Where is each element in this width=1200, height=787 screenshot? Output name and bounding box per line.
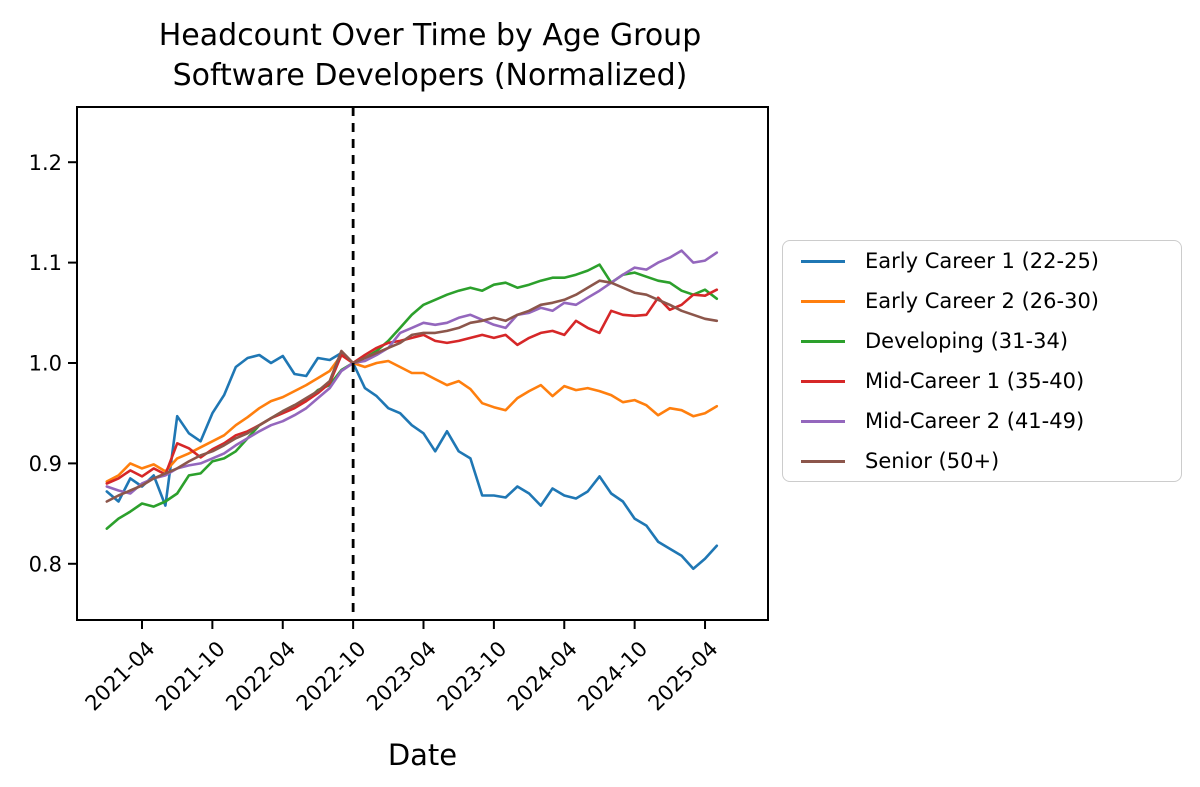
legend-item-early-career-2-26-30: Early Career 2 (26-30) [801, 281, 1163, 321]
series-line-developing-31-34 [105, 263, 719, 530]
x-tick-label: 2024-10 [573, 637, 652, 716]
legend-swatch-early-career-2-26-30 [801, 299, 845, 303]
legend-swatch-mid-career-1-35-40 [801, 379, 845, 383]
legend-swatch-senior-50 [801, 459, 845, 463]
legend-item-senior-50: Senior (50+) [801, 441, 1163, 481]
series-line-mid-career-2-41-49 [105, 249, 719, 495]
legend-label: Developing (31-34) [865, 329, 1069, 353]
y-tick-label: 1.0 [29, 352, 62, 376]
x-tick-label: 2023-10 [432, 637, 511, 716]
series-line-mid-career-1-35-40 [105, 288, 719, 485]
y-tick-label: 0.9 [29, 452, 62, 476]
plot-border [76, 106, 769, 621]
x-tick-label: 2021-10 [151, 637, 230, 716]
chart-title-line2: Software Developers (Normalized) [172, 58, 688, 93]
x-tick-label: 2022-10 [292, 637, 371, 716]
legend-swatch-mid-career-2-41-49 [801, 419, 845, 423]
legend: Early Career 1 (22-25) Early Career 2 (26… [782, 240, 1182, 482]
legend-item-developing-31-34: Developing (31-34) [801, 321, 1163, 361]
series-line-early-career-2-26-30 [105, 353, 719, 483]
legend-item-early-career-1-22-25: Early Career 1 (22-25) [801, 241, 1163, 281]
y-tick-label: 0.8 [29, 552, 62, 576]
legend-label: Senior (50+) [865, 449, 1000, 473]
legend-swatch-developing-31-34 [801, 339, 845, 343]
series-line-senior-50 [105, 279, 719, 503]
series-line-early-career-1-22-25 [105, 351, 719, 571]
legend-label: Mid-Career 2 (41-49) [865, 409, 1085, 433]
chart-title-line1: Headcount Over Time by Age Group [158, 18, 702, 53]
legend-item-mid-career-2-41-49: Mid-Career 2 (41-49) [801, 401, 1163, 441]
legend-label: Early Career 1 (22-25) [865, 249, 1100, 273]
x-axis-label: Date [388, 738, 457, 772]
x-tick-label: 2023-04 [362, 637, 441, 716]
legend-item-mid-career-1-35-40: Mid-Career 1 (35-40) [801, 361, 1163, 401]
x-tick-label: 2022-04 [221, 637, 300, 716]
y-tick-label: 1.1 [29, 251, 62, 275]
legend-swatch-early-career-1-22-25 [801, 259, 845, 263]
y-tick-label: 1.2 [29, 151, 62, 175]
chart-title: Headcount Over Time by Age Group Softwar… [30, 16, 830, 96]
x-tick-label: 2021-04 [81, 637, 160, 716]
x-tick-label: 2025-04 [644, 637, 723, 716]
legend-label: Early Career 2 (26-30) [865, 289, 1100, 313]
x-tick-label: 2024-04 [503, 637, 582, 716]
legend-label: Mid-Career 1 (35-40) [865, 369, 1085, 393]
